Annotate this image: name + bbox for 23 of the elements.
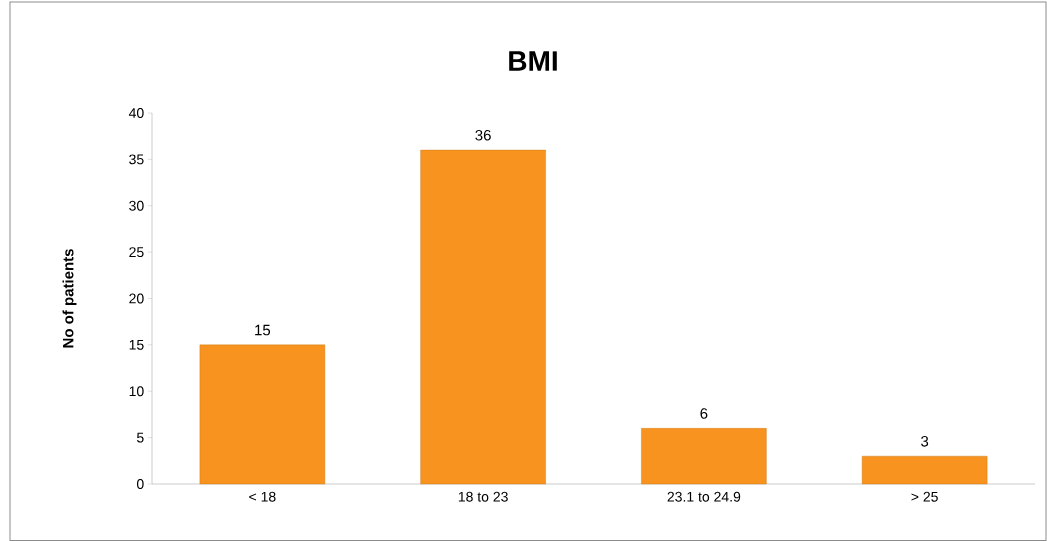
x-tick-label: > 25 xyxy=(911,491,938,502)
y-tick-label: 35 xyxy=(129,154,144,165)
data-label: 3 xyxy=(921,436,929,447)
x-tick-label: < 18 xyxy=(249,491,276,502)
data-label: 36 xyxy=(475,129,491,141)
y-tick-label: 40 xyxy=(128,108,144,118)
bar xyxy=(641,428,767,485)
bar xyxy=(420,149,546,485)
data-label: 15 xyxy=(255,324,271,336)
y-tick-label: 20 xyxy=(129,293,144,304)
y-axis-title: No of patients xyxy=(62,249,77,348)
y-tick-label: 30 xyxy=(129,200,144,211)
y-tick-label: 25 xyxy=(129,247,144,258)
y-tick-label: 0 xyxy=(136,479,144,489)
bar xyxy=(861,455,988,485)
x-tick-label: 23.1 to 24.9 xyxy=(667,491,741,502)
data-label: 6 xyxy=(700,408,708,419)
y-tick-label: 10 xyxy=(129,386,144,397)
x-tick-label: 18 to 23 xyxy=(458,491,508,502)
chart-title: BMI xyxy=(509,51,557,71)
bar xyxy=(199,344,326,485)
y-tick-label: 5 xyxy=(136,432,144,443)
y-tick-label: 15 xyxy=(129,339,144,350)
